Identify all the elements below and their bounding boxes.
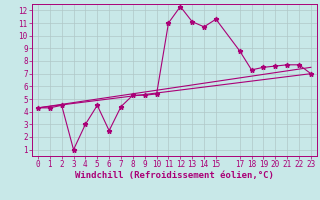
X-axis label: Windchill (Refroidissement éolien,°C): Windchill (Refroidissement éolien,°C) (75, 171, 274, 180)
